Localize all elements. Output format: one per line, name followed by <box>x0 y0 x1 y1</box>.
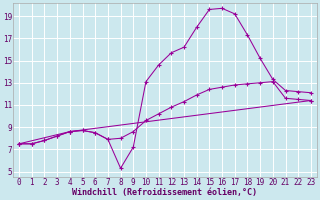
X-axis label: Windchill (Refroidissement éolien,°C): Windchill (Refroidissement éolien,°C) <box>72 188 258 197</box>
